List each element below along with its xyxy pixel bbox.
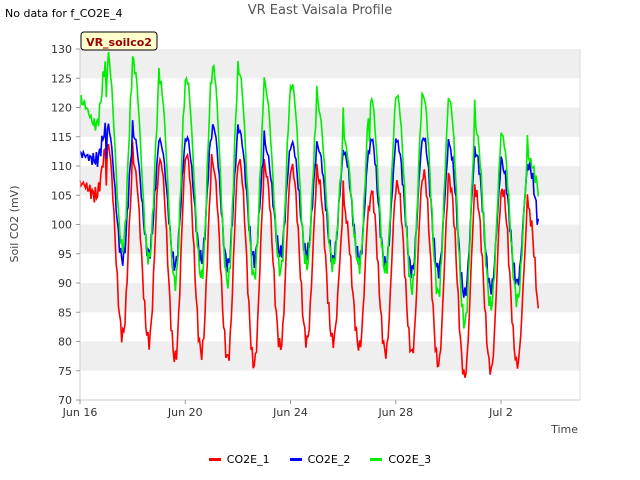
y-tick-label: 130 bbox=[51, 43, 72, 56]
legend-item-co2e-2: CO2E_2 bbox=[289, 453, 351, 466]
series-line-co2e-3 bbox=[79, 52, 540, 329]
y-tick-label: 85 bbox=[58, 306, 72, 319]
y-tick-label: 100 bbox=[51, 219, 72, 232]
y-tick-label: 95 bbox=[58, 248, 72, 261]
y-tick-label: 90 bbox=[58, 277, 72, 290]
y-tick-label: 120 bbox=[51, 102, 72, 115]
x-tick-label: Jun 20 bbox=[167, 406, 203, 419]
legend: CO2E_1 CO2E_2 CO2E_3 bbox=[0, 453, 640, 466]
y-tick-label: 115 bbox=[51, 131, 72, 144]
x-tick-label: Jul 2 bbox=[488, 406, 513, 419]
y-tick-label: 110 bbox=[51, 160, 72, 173]
y-axis-label: Soil CO2 (mV) bbox=[8, 186, 21, 263]
station-label-box: VR_soilco2 bbox=[80, 31, 158, 51]
legend-label-co2e-2: CO2E_2 bbox=[307, 453, 351, 466]
grid-band bbox=[80, 49, 580, 79]
x-tick-label: Jun 28 bbox=[377, 406, 413, 419]
x-axis-label: Time bbox=[550, 423, 578, 436]
legend-swatch-co2e-2 bbox=[289, 458, 302, 461]
grid-band bbox=[80, 283, 580, 313]
legend-swatch-co2e-3 bbox=[370, 458, 383, 461]
y-tick-label: 125 bbox=[51, 72, 72, 85]
legend-item-co2e-1: CO2E_1 bbox=[208, 453, 270, 466]
no-data-note: No data for f_CO2E_4 bbox=[5, 7, 123, 20]
y-tick-label: 80 bbox=[58, 336, 72, 349]
station-label: VR_soilco2 bbox=[86, 36, 152, 49]
series-line-co2e-1 bbox=[79, 141, 540, 378]
legend-item-co2e-3: CO2E_3 bbox=[370, 453, 431, 466]
legend-label-co2e-1: CO2E_1 bbox=[226, 453, 270, 466]
x-tick-label: Jun 16 bbox=[62, 406, 98, 419]
legend-label-co2e-3: CO2E_3 bbox=[388, 453, 432, 466]
chart-title: VR East Vaisala Profile bbox=[247, 3, 393, 18]
grid-band bbox=[80, 107, 580, 137]
y-tick-label: 70 bbox=[58, 394, 72, 407]
y-tick-label: 105 bbox=[51, 189, 72, 202]
legend-swatch-co2e-1 bbox=[208, 458, 221, 461]
x-tick-label: Jun 24 bbox=[272, 406, 308, 419]
grid-band bbox=[80, 341, 580, 371]
y-tick-label: 75 bbox=[58, 365, 72, 378]
